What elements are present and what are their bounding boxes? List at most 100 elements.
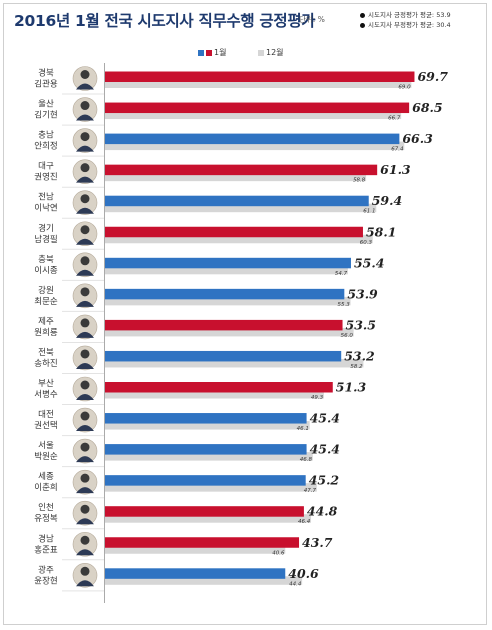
bar-jan — [105, 71, 415, 82]
bar-dec — [105, 483, 317, 492]
bar-jan — [105, 319, 343, 331]
portrait-head — [80, 256, 90, 266]
value-label-jan: 51.3 — [336, 380, 367, 395]
portrait-head — [80, 194, 90, 204]
bar-dec — [105, 296, 351, 306]
portrait-head — [80, 566, 90, 576]
governor-name-label: 송하진 — [34, 358, 57, 369]
value-label-jan: 45.4 — [310, 411, 340, 426]
portrait-suit — [76, 176, 94, 183]
value-label-dec: 61.1 — [363, 209, 375, 215]
portrait-suit — [76, 83, 94, 90]
average-negative-note: 시도지사 부정평가 평균: 30.4 — [360, 19, 451, 29]
region-label: 대구 — [38, 162, 54, 172]
portrait-head — [80, 318, 90, 328]
portrait-suit — [76, 425, 94, 432]
portrait-suit — [76, 114, 94, 121]
region-label: 부산 — [38, 378, 54, 389]
bar-jan — [105, 506, 304, 517]
bar-jan — [105, 444, 307, 455]
governor-name-label: 이시종 — [34, 265, 58, 276]
value-label-dec: 46.1 — [297, 426, 309, 432]
governor-name-label: 원희룡 — [34, 327, 58, 338]
governor-name-label: 윤장현 — [34, 575, 57, 586]
legend-jan: 1월 — [198, 47, 226, 58]
portrait-suit — [76, 362, 94, 369]
value-label-jan: 68.5 — [412, 100, 442, 115]
bar-jan — [105, 568, 286, 579]
value-label-dec: 47.7 — [304, 488, 317, 494]
portrait-suit — [76, 394, 94, 400]
governor-name-label: 안희정 — [34, 141, 57, 152]
value-label-dec: 46.8 — [300, 457, 313, 463]
unit-label: 단위: % — [299, 15, 325, 24]
portrait-head — [80, 442, 90, 452]
value-label-jan: 58.1 — [366, 224, 396, 239]
bar-dec — [105, 141, 405, 151]
portrait-suit — [76, 549, 94, 556]
value-label-jan: 40.6 — [288, 566, 319, 581]
region-label: 대전 — [38, 409, 54, 420]
value-label-jan: 43.7 — [302, 535, 333, 550]
portrait-suit — [76, 269, 94, 276]
region-label: 광주 — [38, 564, 54, 575]
bullet-icon — [360, 22, 365, 28]
chart-frame — [3, 3, 487, 625]
value-label-jan: 69.7 — [417, 69, 448, 84]
region-label: 충남 — [38, 131, 54, 141]
bar-jan — [105, 133, 400, 145]
portrait-suit — [76, 518, 94, 525]
region-label: 강원 — [38, 285, 54, 296]
governor-name-label: 홍준표 — [34, 544, 58, 555]
governor-name-label: 서병수 — [34, 390, 58, 400]
portrait-suit — [76, 487, 94, 494]
governor-name-label: 김관용 — [34, 79, 58, 90]
bar-dec — [105, 234, 373, 244]
value-label-dec: 69.0 — [398, 85, 411, 91]
value-label-dec: 58.8 — [353, 178, 366, 184]
portrait-head — [80, 349, 90, 359]
bar-dec — [105, 514, 312, 523]
bar-jan — [105, 257, 351, 269]
bar-jan — [105, 475, 306, 486]
value-label-dec: 49.3 — [311, 395, 324, 401]
legend-jan-label: 1월 — [214, 48, 227, 57]
region-label: 전남 — [38, 192, 54, 203]
bar-dec — [105, 79, 412, 88]
region-label: 충북 — [38, 255, 54, 265]
bar-jan — [105, 288, 345, 300]
bar-dec — [105, 327, 354, 337]
bar-dec — [105, 265, 348, 275]
region-label: 인천 — [38, 502, 54, 513]
value-label-jan: 53.9 — [347, 286, 378, 301]
portrait-head — [80, 535, 90, 545]
region-label: 경북 — [38, 68, 54, 79]
bar-dec — [105, 545, 286, 554]
bar-jan — [105, 195, 369, 207]
governor-name-label: 유정복 — [34, 513, 58, 524]
governor-name-label: 최문순 — [34, 296, 58, 307]
portrait-suit — [76, 456, 94, 463]
value-label-jan: 55.4 — [354, 255, 384, 270]
value-label-dec: 40.6 — [272, 550, 285, 556]
region-label: 서울 — [38, 441, 54, 451]
portrait-head — [80, 380, 90, 390]
portrait-head — [80, 132, 90, 142]
portrait-suit — [76, 238, 94, 245]
value-label-dec: 56.0 — [341, 333, 354, 339]
portrait-suit — [76, 580, 94, 587]
bar-dec — [105, 576, 303, 585]
region-label: 전북 — [38, 347, 54, 358]
value-label-dec: 58.2 — [350, 364, 363, 370]
bullet-icon — [360, 12, 365, 18]
portrait-suit — [76, 331, 94, 338]
value-label-jan: 53.2 — [344, 348, 375, 363]
average-negative-text: 시도지사 부정평가 평균: 30.4 — [368, 21, 451, 29]
value-label-dec: 44.4 — [289, 581, 302, 587]
bar-dec — [105, 421, 310, 430]
region-label: 울산 — [38, 99, 54, 110]
average-positive-note: 시도지사 긍정평가 평균: 53.9 — [360, 9, 451, 19]
governor-name-label: 권선택 — [34, 420, 57, 431]
portrait-head — [80, 504, 90, 514]
